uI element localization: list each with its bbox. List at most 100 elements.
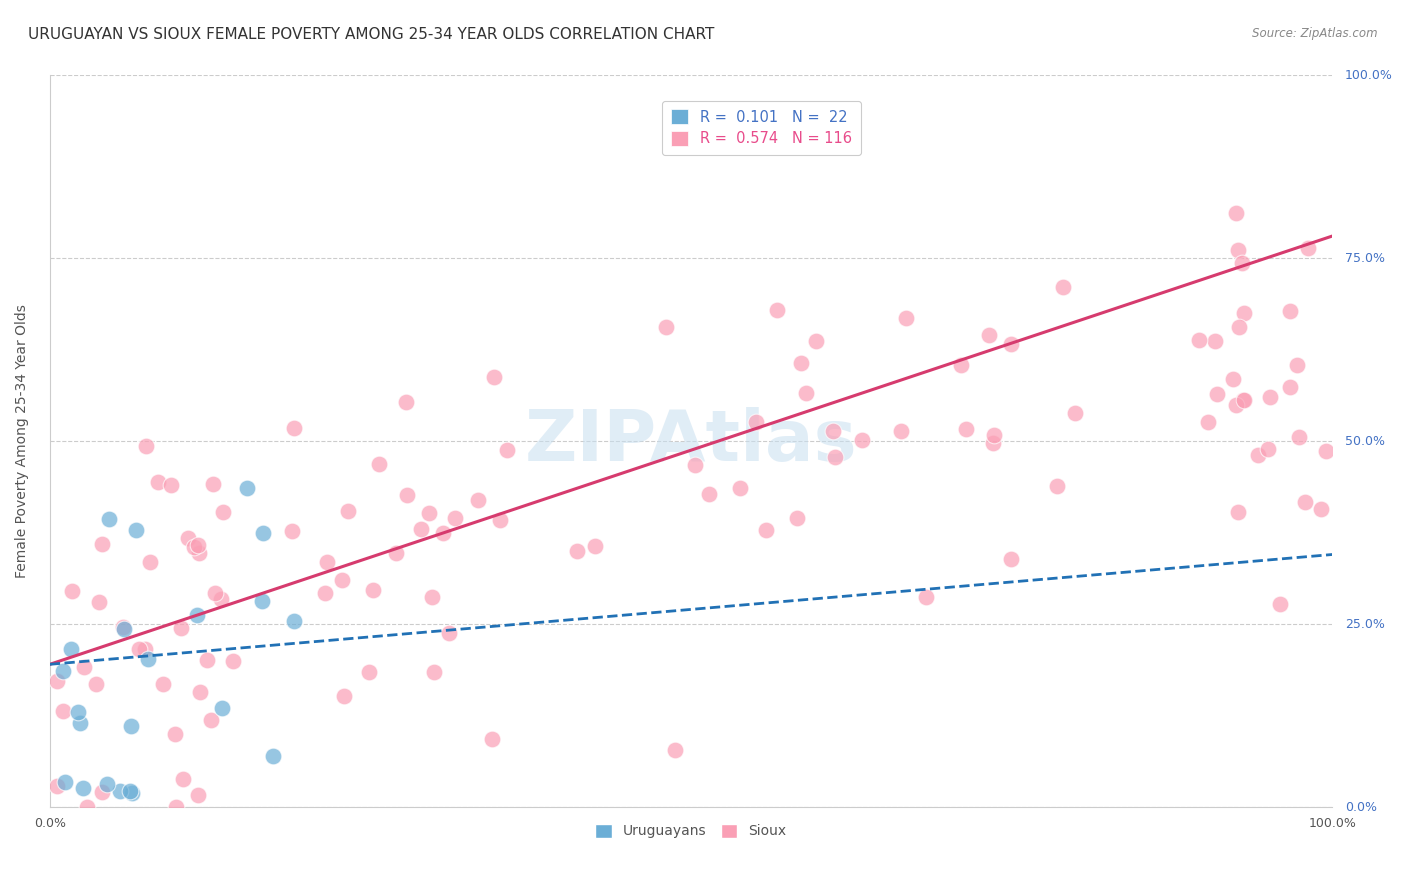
Point — [482, 369, 505, 384]
Point — [1197, 415, 1219, 429]
Text: 75.0%: 75.0% — [1346, 252, 1385, 265]
Point — [915, 590, 938, 604]
Point — [1288, 430, 1310, 444]
Point — [183, 540, 205, 554]
Point — [1278, 304, 1301, 318]
Point — [1204, 334, 1226, 349]
Point — [135, 439, 157, 453]
Point — [53, 775, 76, 789]
Point — [1246, 448, 1268, 462]
Point — [685, 458, 707, 472]
Point — [1227, 320, 1250, 334]
Point — [489, 513, 512, 527]
Point — [120, 719, 142, 733]
Point — [664, 743, 686, 757]
Point — [1233, 306, 1256, 320]
Point — [66, 705, 89, 719]
Point — [496, 443, 519, 458]
Point — [1270, 597, 1292, 611]
Point — [169, 621, 191, 635]
Point — [314, 585, 336, 599]
Point — [96, 777, 118, 791]
Point — [824, 450, 846, 465]
Point — [1225, 206, 1247, 220]
Point — [423, 665, 446, 679]
Point — [190, 685, 212, 699]
Point — [728, 481, 751, 495]
Point — [851, 433, 873, 447]
Point — [444, 510, 467, 524]
Point — [283, 614, 305, 628]
Point — [418, 506, 440, 520]
Point — [187, 788, 209, 802]
Point — [252, 593, 274, 607]
Point — [87, 594, 110, 608]
Point — [72, 781, 94, 796]
Point — [1188, 333, 1211, 347]
Point — [1257, 442, 1279, 456]
Point — [128, 642, 150, 657]
Point — [981, 436, 1004, 450]
Point — [1226, 243, 1249, 257]
Legend: Uruguayans, Sioux: Uruguayans, Sioux — [591, 818, 792, 844]
Point — [59, 641, 82, 656]
Point — [136, 652, 159, 666]
Y-axis label: Female Poverty Among 25-34 Year Olds: Female Poverty Among 25-34 Year Olds — [15, 304, 30, 578]
Point — [60, 583, 83, 598]
Point — [195, 653, 218, 667]
Point — [361, 583, 384, 598]
Point — [983, 428, 1005, 442]
Point — [385, 546, 408, 560]
Text: 0.0%: 0.0% — [1346, 800, 1376, 814]
Point — [786, 511, 808, 525]
Point — [252, 526, 274, 541]
Point — [336, 503, 359, 517]
Point — [977, 327, 1000, 342]
Point — [744, 415, 766, 429]
Point — [1232, 256, 1254, 270]
Point — [409, 522, 432, 536]
Point — [357, 665, 380, 679]
Point — [766, 302, 789, 317]
Point — [124, 523, 146, 537]
Point — [565, 544, 588, 558]
Point — [177, 532, 200, 546]
Point — [118, 784, 141, 798]
Point — [52, 664, 75, 678]
Point — [794, 386, 817, 401]
Point — [806, 334, 828, 349]
Point — [1258, 390, 1281, 404]
Text: 100.0%: 100.0% — [1346, 69, 1393, 81]
Point — [283, 421, 305, 435]
Point — [152, 677, 174, 691]
Point — [281, 524, 304, 539]
Point — [200, 713, 222, 727]
Point — [755, 524, 778, 538]
Point — [583, 539, 606, 553]
Point — [432, 526, 454, 541]
Text: ZIPAtlas: ZIPAtlas — [524, 407, 858, 475]
Point — [187, 538, 209, 552]
Point — [90, 785, 112, 799]
Point — [1233, 392, 1256, 407]
Point — [1000, 336, 1022, 351]
Point — [1222, 372, 1244, 386]
Point — [186, 607, 208, 622]
Point — [209, 591, 232, 606]
Point — [138, 555, 160, 569]
Point — [330, 573, 353, 587]
Point — [894, 310, 917, 325]
Point — [1298, 241, 1320, 255]
Point — [395, 394, 418, 409]
Point — [823, 424, 845, 438]
Point — [395, 488, 418, 502]
Point — [211, 700, 233, 714]
Point — [76, 800, 98, 814]
Point — [221, 655, 243, 669]
Point — [160, 478, 183, 492]
Text: URUGUAYAN VS SIOUX FEMALE POVERTY AMONG 25-34 YEAR OLDS CORRELATION CHART: URUGUAYAN VS SIOUX FEMALE POVERTY AMONG … — [28, 27, 714, 42]
Point — [1000, 552, 1022, 566]
Text: 50.0%: 50.0% — [1346, 434, 1385, 448]
Point — [655, 319, 678, 334]
Point — [1225, 398, 1247, 412]
